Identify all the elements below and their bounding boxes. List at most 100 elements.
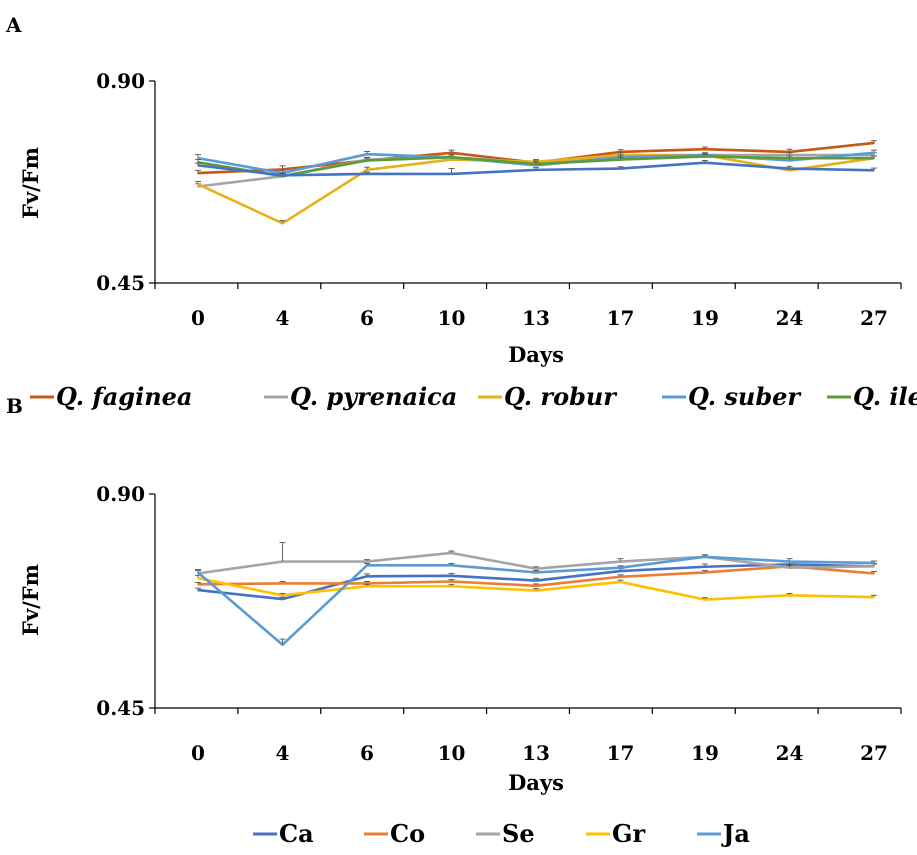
charta-data-point: [873, 154, 875, 156]
chartb-data-point: [619, 570, 622, 572]
chartb-data-point: [535, 589, 537, 592]
chartb-data-point: [788, 566, 791, 569]
chartb-x-tick-label: 19: [691, 741, 719, 765]
chartb-data-point: [619, 560, 622, 563]
charta-data-point: [366, 153, 368, 155]
chartb-data-point: [366, 564, 368, 567]
panel-label-b: B: [6, 394, 23, 418]
chartb-data-point: [281, 582, 284, 585]
charta-data-point: [788, 167, 791, 170]
chartb-data-point: [535, 567, 537, 570]
chartb-x-tick-label: 13: [522, 741, 550, 765]
chartb-data-point: [788, 560, 791, 563]
chartb-data-point: [788, 594, 791, 597]
chartb-data-point: [619, 575, 622, 578]
chartb-x-axis-title: Days: [508, 770, 564, 795]
chartb-data-point: [366, 575, 368, 578]
charta-data-point: [788, 157, 791, 160]
chartb-legend-label: Se: [502, 819, 535, 848]
chartb-y-tick-label: 0.90: [96, 482, 145, 506]
charta-data-point: [704, 148, 706, 151]
charta-data-point: [535, 163, 537, 165]
chartb-legend-label: Gr: [612, 819, 645, 848]
charta-data-point: [535, 169, 537, 171]
charta-data-point: [281, 174, 284, 177]
chartb-data-point: [197, 577, 199, 579]
charta-data-point: [366, 173, 368, 175]
charta-legend-label: Q. ilex: [853, 382, 917, 411]
chartb-x-tick-label: 6: [360, 741, 374, 765]
charta-data-point: [619, 158, 622, 161]
chartb-data-point: [450, 552, 453, 554]
chartb-data-point: [873, 572, 875, 575]
chartb-data-point: [619, 581, 622, 583]
charta-legend-label: Q. robur: [504, 382, 618, 411]
chartb-legend-label: Co: [390, 819, 425, 848]
charta-y-tick-label: 0.90: [96, 69, 145, 93]
charta-data-point: [619, 167, 622, 170]
chartb-x-tick-label: 10: [438, 741, 466, 765]
chartb-data-point: [450, 585, 453, 588]
charta-data-point: [450, 152, 453, 154]
charta-x-tick-label: 17: [607, 306, 635, 330]
chartb-data-point: [704, 598, 706, 601]
charta-x-tick-label: 6: [360, 306, 374, 330]
charta-data-point: [873, 142, 875, 144]
charta-data-point: [619, 151, 622, 153]
charta-legend-label: Q. pyrenaica: [290, 382, 457, 411]
charta-data-point: [197, 164, 199, 167]
charta-data-point: [197, 185, 199, 188]
chartb-data-point: [619, 566, 622, 569]
chartb-data-point: [450, 564, 453, 567]
charta-data-point: [197, 161, 199, 164]
chartb-x-tick-label: 17: [607, 741, 635, 765]
chartb-data-point: [704, 555, 706, 558]
charta-data-point: [788, 154, 791, 156]
charta-x-tick-label: 19: [691, 306, 719, 330]
chartb-data-point: [366, 582, 368, 585]
chartb-data-point: [535, 579, 537, 582]
charta-data-point: [788, 159, 791, 162]
charta-data-point: [873, 152, 875, 154]
charta-data-point: [197, 157, 199, 160]
chartb-data-point: [535, 584, 537, 587]
chartb-legend-label: Ja: [721, 819, 750, 848]
chartb-x-tick-label: 27: [860, 741, 888, 765]
charta-x-tick-label: 0: [191, 306, 205, 330]
charta-data-point: [704, 155, 706, 158]
chartb-data-point: [704, 565, 706, 568]
charta-x-tick-label: 4: [276, 306, 290, 330]
chartb-data-point: [281, 598, 284, 600]
charta-data-point: [788, 169, 791, 172]
chartb-data-point: [366, 585, 368, 588]
chartb-data-point: [704, 571, 706, 574]
chartb-data-point: [197, 583, 199, 586]
charta-data-point: [704, 161, 706, 164]
chartb-legend-label: Ca: [279, 819, 314, 848]
chartb-data-point: [197, 571, 199, 574]
charta-data-point: [450, 156, 453, 159]
chartb-data-point: [873, 565, 875, 568]
charta-data-point: [873, 157, 875, 160]
chartb-data-point: [450, 580, 453, 583]
charta-x-tick-label: 10: [438, 306, 466, 330]
charta-data-point: [366, 169, 368, 171]
charta-y-axis-title: Fv/Fm: [18, 147, 43, 219]
charta-data-point: [197, 183, 199, 186]
chartb-data-point: [873, 562, 875, 564]
chartb-data-point: [281, 594, 284, 597]
charta-data-point: [366, 159, 368, 162]
chartb-x-tick-label: 4: [276, 741, 290, 765]
charta-legend-label: Q. faginea: [56, 382, 192, 411]
charta-data-point: [450, 158, 453, 161]
charta-legend-label: Q. suber: [688, 382, 802, 411]
chartb-data-point: [873, 596, 875, 598]
chartb-y-axis-title: Fv/Fm: [18, 564, 43, 636]
chartb-y-tick-label: 0.45: [96, 696, 145, 720]
chartb-data-point: [535, 571, 537, 574]
chartb-series-line-ja: [197, 555, 875, 647]
chartb-x-tick-label: 24: [776, 741, 804, 765]
panel-label-a: A: [6, 13, 22, 37]
charta-data-point: [281, 168, 284, 171]
